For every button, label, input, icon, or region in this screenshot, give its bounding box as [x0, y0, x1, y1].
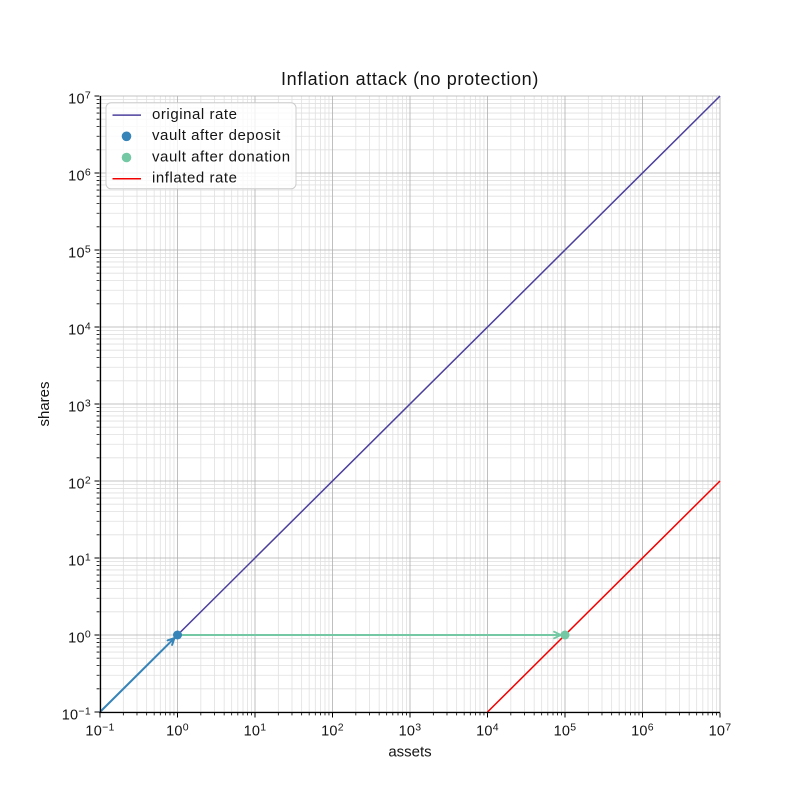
svg-text:original rate: original rate [152, 106, 238, 123]
svg-text:vault after deposit: vault after deposit [152, 127, 281, 144]
svg-text:inflated rate: inflated rate [152, 170, 238, 187]
svg-text:Inflation attack (no protectio: Inflation attack (no protection) [281, 69, 539, 89]
svg-text:assets: assets [388, 744, 431, 761]
svg-text:10−1: 10−1 [62, 706, 91, 724]
svg-text:vault after donation: vault after donation [152, 148, 291, 165]
svg-text:shares: shares [36, 381, 53, 426]
